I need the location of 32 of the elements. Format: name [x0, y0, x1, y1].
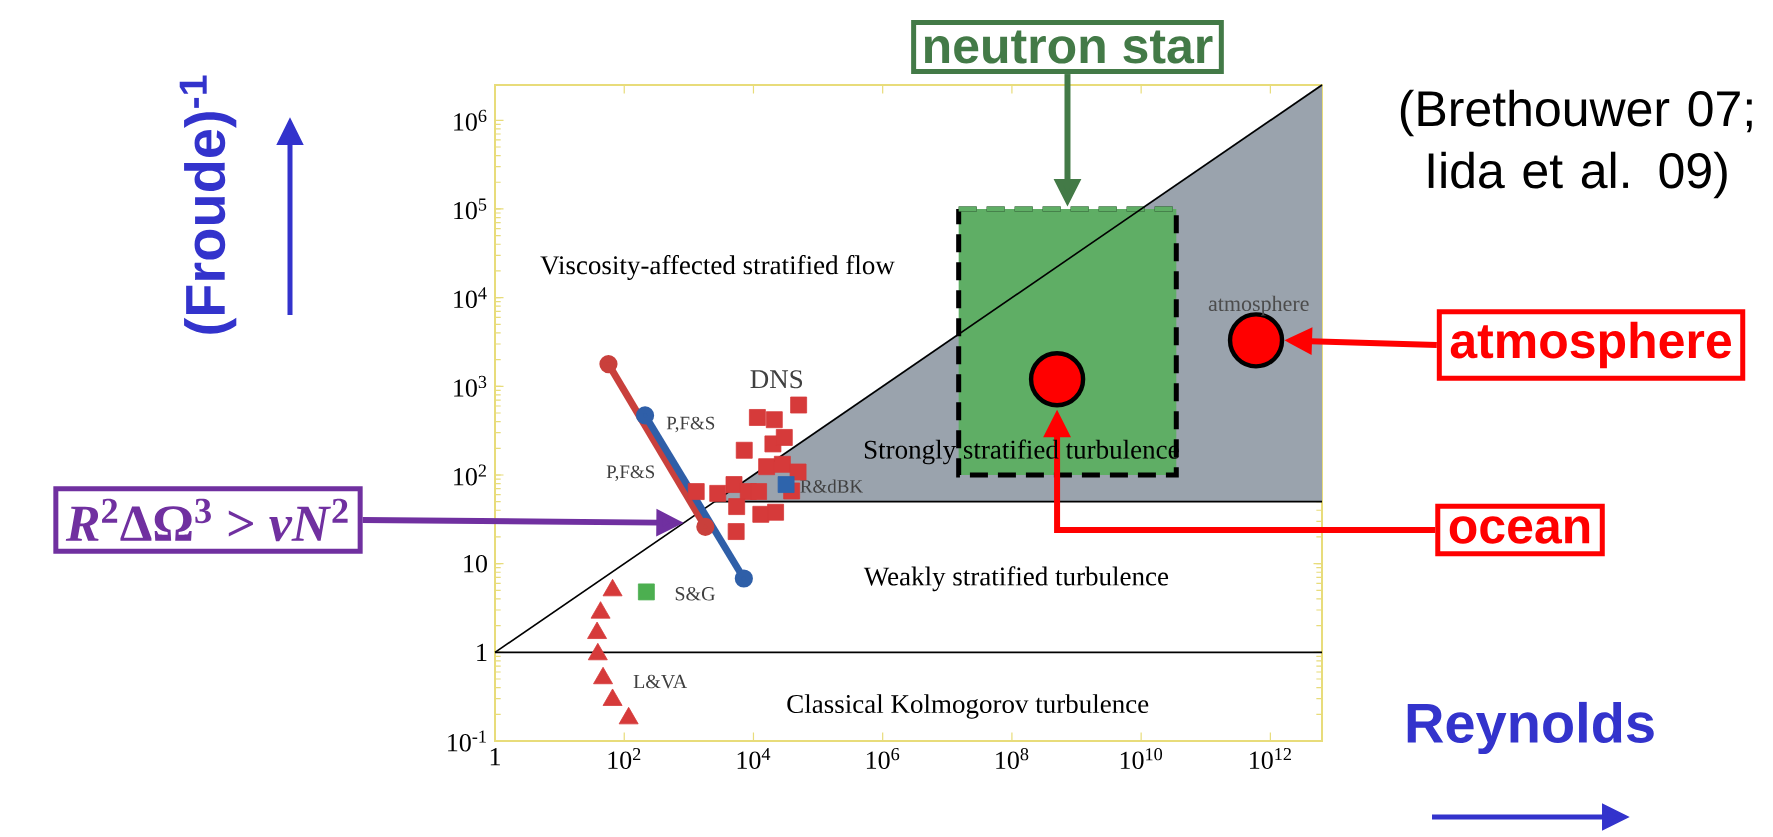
x-tick-label: 10$^{12}$ — [1250, 748, 1291, 770]
y-tick-label: 10$^{-1}$ — [448, 730, 486, 752]
series-label: L&VA — [633, 674, 688, 689]
x-tick-label: 10$^{4}$ — [737, 748, 771, 769]
y-tick-label: 10$^{5}$ — [454, 198, 487, 220]
annotation: Classical Kolmogorov turbulence — [787, 694, 1149, 719]
y-tick-label: 10$^{4}$ — [454, 287, 487, 309]
y-tick-label: 10$^{6}$ — [454, 109, 487, 131]
x-tick-label: 10$^{10}$ — [1120, 748, 1163, 770]
x-tick-label: 1 — [490, 748, 500, 766]
annotation: atmosphere — [1208, 295, 1309, 316]
y-tick-label: 10 — [464, 554, 487, 573]
annotation: Viscosity-affected stratified flow — [540, 255, 895, 280]
series-label: R&dBK — [800, 479, 863, 493]
x-tick-label: 10$^{8}$ — [996, 748, 1029, 770]
series-label: P,F&S — [606, 465, 655, 481]
legend-label: atmosphere — [1450, 321, 1731, 369]
y-tick-label: 10$^{2}$ — [454, 464, 486, 486]
y-tick-label: 1 — [477, 643, 487, 661]
series-label: DNS — [750, 370, 803, 389]
series-label: S&G — [675, 587, 715, 601]
annotation: Weakly stratified turbulence — [863, 566, 1169, 592]
text: ocean — [1449, 516, 1590, 544]
x-tick-label: 10$^{2}$ — [608, 748, 641, 770]
text: neutron star — [924, 30, 1213, 64]
text: (Brethouwer 07; Iida et al. 09) — [1400, 89, 1752, 199]
text: R$^{2}$ΔΩ$^{3}$ > νN$^{2}$ — [65, 498, 348, 542]
y-axis-title: (Froude)$^{-1}$ — [179, 75, 237, 334]
y-tick-label: 10$^{3}$ — [454, 375, 487, 397]
x-tick-label: 10$^{6}$ — [866, 748, 900, 770]
series-label: P,F&S — [666, 416, 715, 433]
x-axis-title: Reynolds — [1407, 701, 1654, 755]
